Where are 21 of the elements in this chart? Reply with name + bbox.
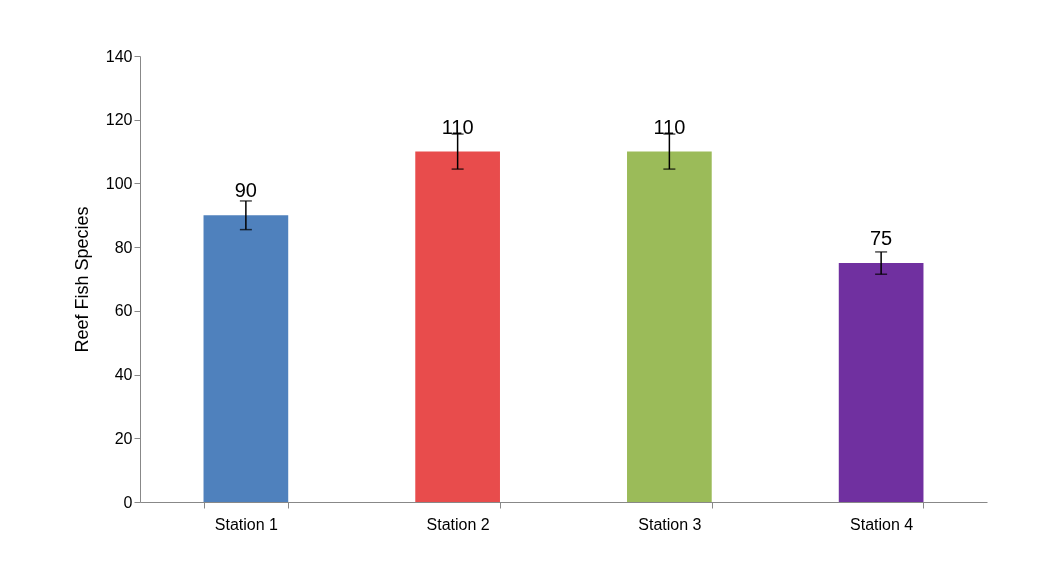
x-tick-label: Station 4 bbox=[850, 515, 914, 533]
y-tick-label: 20 bbox=[114, 429, 133, 447]
data-label: 75 bbox=[870, 227, 893, 250]
y-tick-label: 120 bbox=[105, 111, 133, 129]
bar bbox=[838, 263, 924, 502]
bar bbox=[415, 151, 500, 502]
x-tick-label: Station 2 bbox=[426, 515, 490, 533]
x-tick-label: Station 3 bbox=[638, 515, 702, 533]
y-tick-label: 140 bbox=[105, 47, 133, 65]
y-tick-label: 40 bbox=[114, 366, 133, 384]
y-tick-label: 0 bbox=[123, 493, 133, 511]
y-tick-label: 60 bbox=[114, 302, 133, 320]
bar bbox=[627, 151, 712, 502]
data-label: 90 bbox=[234, 179, 257, 202]
data-label: 110 bbox=[441, 115, 474, 138]
x-tick-label: Station 1 bbox=[214, 515, 279, 533]
y-axis-title: Reef Fish Species bbox=[71, 206, 92, 353]
y-tick-label: 80 bbox=[114, 238, 133, 256]
data-label: 110 bbox=[653, 115, 686, 138]
y-tick-label: 100 bbox=[105, 174, 133, 192]
bar bbox=[203, 215, 289, 502]
